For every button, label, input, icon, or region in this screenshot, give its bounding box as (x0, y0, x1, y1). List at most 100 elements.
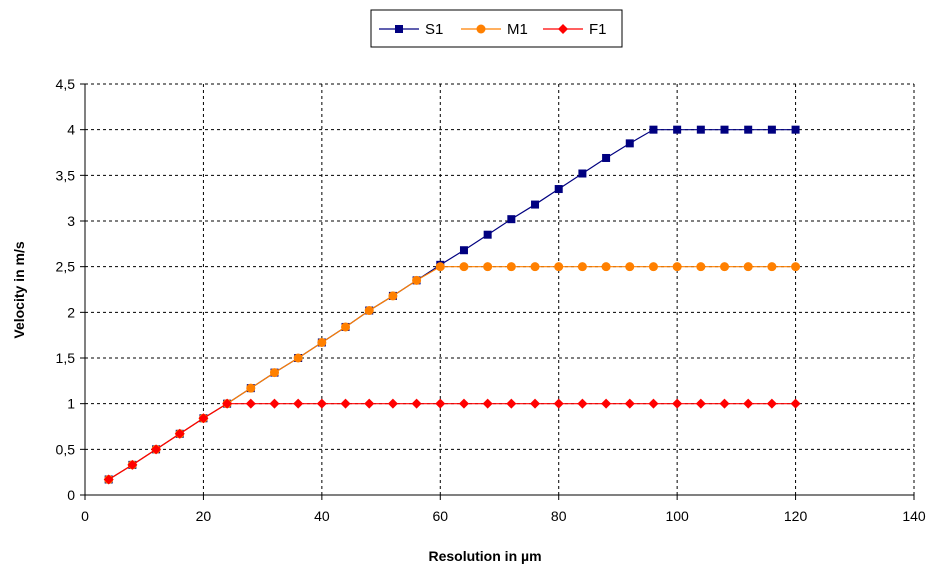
data-point-m1 (601, 262, 611, 272)
data-point-s1 (625, 139, 634, 148)
data-point-s1 (720, 125, 729, 134)
tick-labels: 0 20 40 60 80 100 120 140 0 0,5 1 1,5 2 2,5 3 3,5 4 4,5 (56, 76, 926, 524)
data-point-m1 (625, 262, 635, 272)
data-point-m1 (412, 275, 422, 285)
data-point-m1 (269, 368, 279, 378)
data-point-s1 (767, 125, 776, 134)
data-point-s1 (483, 230, 492, 239)
data-point-f1 (316, 398, 327, 409)
legend-marker-m1 (476, 24, 486, 34)
data-point-f1 (411, 398, 422, 409)
data-point-s1 (459, 246, 468, 255)
data-point-f1 (364, 398, 375, 409)
data-point-f1 (672, 398, 683, 409)
y-tick-label: 4,5 (56, 76, 76, 92)
data-point-f1 (648, 398, 659, 409)
data-point-f1 (719, 398, 730, 409)
data-point-m1 (554, 262, 564, 272)
series-line-s1 (108, 129, 796, 480)
data-point-s1 (696, 125, 705, 134)
data-point-f1 (103, 474, 114, 485)
data-point-f1 (506, 398, 517, 409)
x-tick-label: 60 (432, 508, 448, 524)
y-tick-label: 2,5 (56, 259, 76, 275)
data-point-m1 (317, 337, 327, 347)
data-point-f1 (530, 398, 541, 409)
data-point-f1 (340, 398, 351, 409)
y-tick-label: 2 (67, 304, 75, 320)
data-point-s1 (507, 215, 516, 224)
data-point-f1 (743, 398, 754, 409)
data-point-f1 (482, 398, 493, 409)
data-point-m1 (696, 262, 706, 272)
data-point-f1 (435, 398, 446, 409)
data-point-s1 (554, 185, 563, 194)
data-point-m1 (530, 262, 540, 272)
axes (80, 83, 915, 500)
legend-item-s1: S1 (379, 21, 443, 38)
y-tick-label: 4 (67, 122, 75, 138)
data-point-m1 (293, 353, 303, 363)
series-line-m1 (108, 266, 796, 480)
data-point-f1 (245, 398, 256, 409)
series-m1 (104, 262, 801, 484)
data-point-s1 (649, 125, 658, 134)
y-tick-label: 1 (67, 396, 75, 412)
data-point-m1 (388, 291, 398, 301)
y-tick-label: 3,5 (56, 167, 76, 183)
data-point-f1 (766, 398, 777, 409)
data-point-m1 (483, 262, 493, 272)
data-point-s1 (673, 125, 682, 134)
legend: S1 M1 F1 (370, 9, 623, 48)
data-point-f1 (127, 459, 138, 470)
data-point-f1 (695, 398, 706, 409)
series-s1 (104, 125, 800, 484)
x-tick-label: 140 (902, 508, 926, 524)
data-point-f1 (624, 398, 635, 409)
data-point-m1 (435, 262, 445, 272)
legend-label-f1: F1 (589, 21, 607, 38)
data-point-f1 (198, 413, 209, 424)
grid-lines (85, 83, 915, 495)
data-point-f1 (601, 398, 612, 409)
data-point-f1 (269, 398, 280, 409)
data-point-f1 (458, 398, 469, 409)
data-point-m1 (459, 262, 469, 272)
data-point-m1 (767, 262, 777, 272)
series-line-f1 (108, 403, 796, 480)
data-point-m1 (577, 262, 587, 272)
data-point-s1 (578, 169, 587, 178)
data-point-f1 (387, 398, 398, 409)
y-tick-label: 3 (67, 213, 75, 229)
y-tick-label: 1,5 (56, 350, 76, 366)
data-point-f1 (790, 398, 801, 409)
legend-label-m1: M1 (507, 21, 528, 38)
data-point-m1 (506, 262, 516, 272)
y-axis-label: Velocity in m/s (11, 241, 27, 338)
legend-marker-s1 (395, 25, 403, 33)
data-point-m1 (341, 322, 351, 332)
data-point-m1 (791, 262, 801, 272)
data-point-m1 (743, 262, 753, 272)
legend-label-s1: S1 (425, 21, 443, 38)
x-axis-label: Resolution in µm (428, 548, 541, 564)
data-point-m1 (246, 383, 256, 393)
legend-item-f1: F1 (543, 21, 607, 38)
data-point-m1 (648, 262, 658, 272)
data-point-f1 (577, 398, 588, 409)
series-f1 (103, 398, 801, 485)
data-point-s1 (791, 125, 800, 134)
data-point-f1 (553, 398, 564, 409)
legend-marker-f1 (558, 24, 568, 34)
x-tick-label: 80 (551, 508, 567, 524)
x-tick-label: 120 (784, 508, 808, 524)
y-tick-label: 0,5 (56, 441, 76, 457)
x-tick-label: 40 (314, 508, 330, 524)
data-point-m1 (720, 262, 730, 272)
data-point-f1 (293, 398, 304, 409)
data-point-m1 (672, 262, 682, 272)
series-layer (103, 125, 801, 485)
y-tick-label: 0 (67, 487, 75, 503)
data-point-s1 (531, 200, 540, 209)
